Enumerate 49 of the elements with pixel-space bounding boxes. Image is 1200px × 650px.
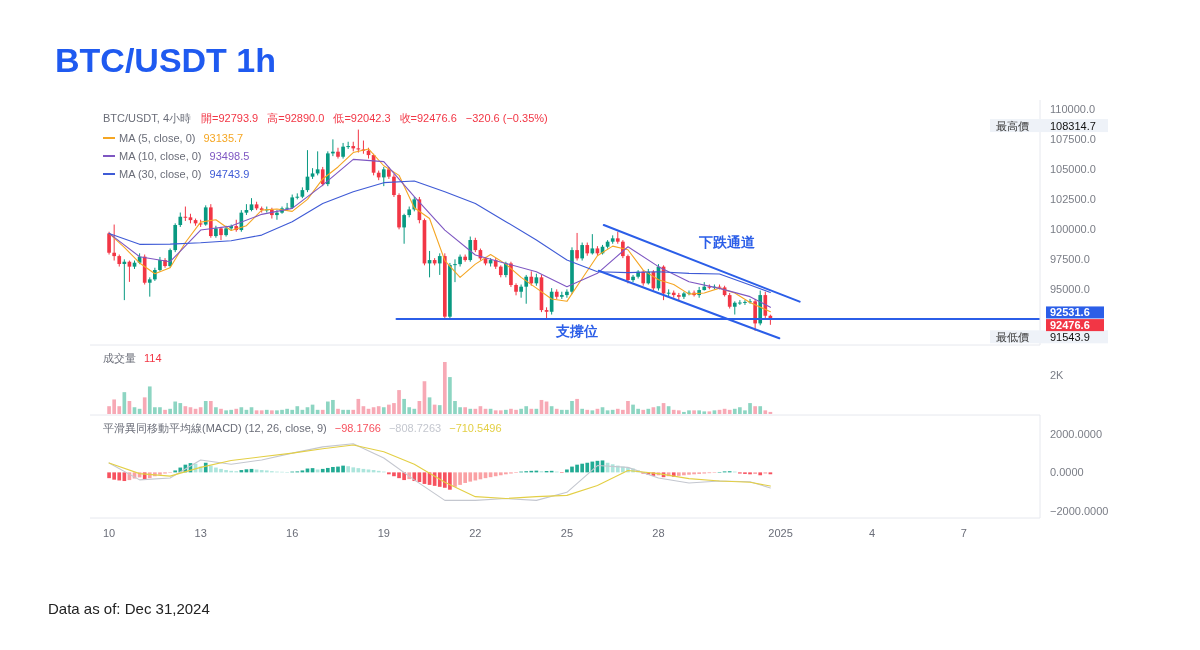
x-tick-label: 13: [194, 527, 207, 539]
chart-title: 成交量: [103, 352, 136, 364]
x-tick-label: 22: [469, 527, 482, 539]
x-tick-label: 19: [377, 527, 390, 539]
text: Data as of: Dec 31,2024: [48, 600, 210, 617]
text: 108314.7: [1050, 119, 1096, 132]
text: 2K: [1050, 369, 1065, 381]
y-tick-label: 107500.0: [1050, 133, 1096, 146]
annotation: 94743.9: [209, 168, 250, 180]
text: 平滑異同移動平均線(MACD) (12, 26, close, 9): [103, 422, 327, 434]
text: 91543.9: [1050, 330, 1090, 343]
text: BTC/USDT, 4小時: [103, 112, 192, 124]
annotation: 開=92793.9: [201, 112, 259, 124]
y-tick-label: 110000.0: [1050, 103, 1096, 116]
x-tick-label: 2025: [768, 527, 793, 539]
x-tick-label: 28: [652, 527, 665, 539]
series-label: 下跌通道: [698, 234, 757, 251]
y-tick-label: 105000.0: [1050, 163, 1096, 176]
annotation: 最高價: [996, 119, 1029, 132]
legend-label: MA (30, close, 0): [119, 168, 202, 180]
y-tick-label: 102500.0: [1050, 193, 1096, 206]
annotation: 高=92890.0: [267, 112, 325, 124]
annotation: 最低價: [996, 330, 1029, 343]
y-tick-label: 100000.0: [1050, 223, 1096, 236]
y-tick-label: 0.0000: [1050, 466, 1084, 479]
y-tick-label: 2000.0000: [1050, 427, 1102, 440]
y-tick-label: 97500.0: [1050, 253, 1090, 266]
legend-label: MA (10, close, 0): [119, 150, 202, 162]
annotation: 收=92476.6: [399, 112, 457, 124]
y-tick-label: −2000.0000: [1050, 504, 1109, 517]
text: 92531.6: [1050, 306, 1090, 319]
annotation: −710.5496: [449, 422, 502, 434]
annotation: −320.6 (−0.35%): [465, 112, 548, 124]
y-tick-label: 95000.0: [1050, 283, 1090, 296]
annotation: 93135.7: [203, 132, 244, 144]
text: 92476.6: [1050, 319, 1090, 332]
annotation: 114: [144, 352, 162, 364]
annotation: 低=92042.3: [333, 112, 391, 124]
legend-label: MA (5, close, 0): [119, 132, 196, 144]
chart-title: BTC/USDT 1h: [55, 41, 276, 79]
series-label: 支撐位: [554, 322, 598, 339]
annotation: 93498.5: [209, 150, 250, 162]
annotation: −98.1766: [334, 422, 381, 434]
x-tick-label: 7: [960, 527, 967, 539]
x-tick-label: 10: [102, 527, 116, 539]
x-tick-label: 25: [560, 527, 574, 539]
annotation: −808.7263: [388, 422, 442, 434]
x-tick-label: 16: [286, 527, 299, 539]
x-tick-label: 4: [869, 527, 876, 539]
